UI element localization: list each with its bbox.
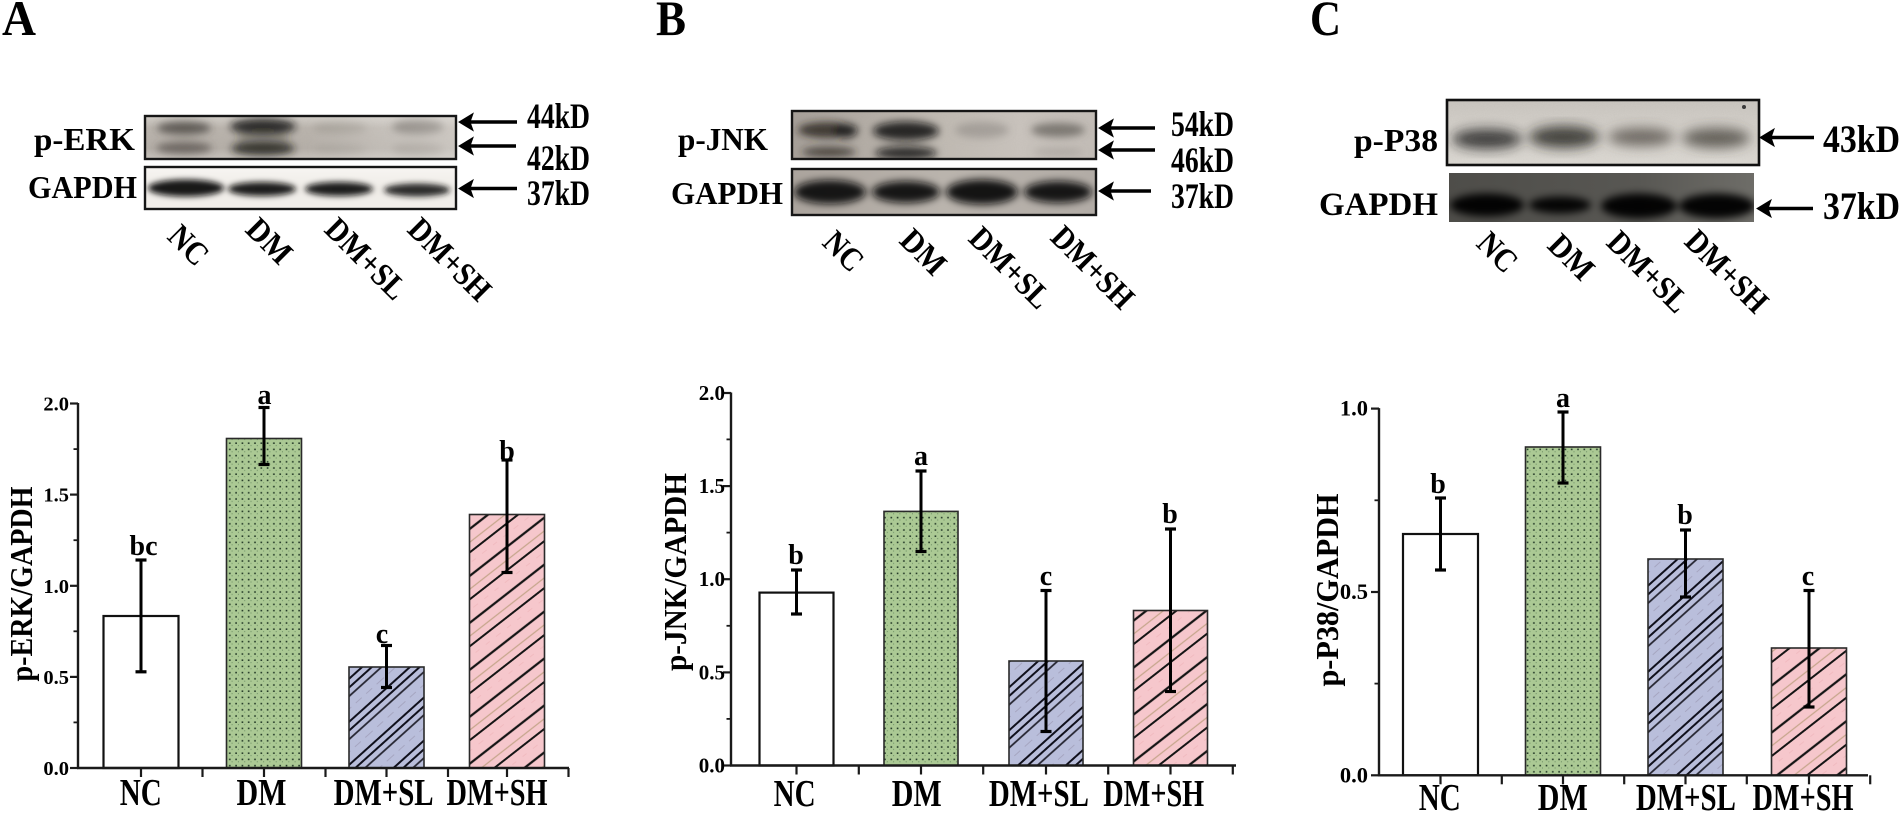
svg-text:C: C <box>1310 0 1341 46</box>
svg-text:DM: DM <box>237 772 287 814</box>
svg-text:0.0: 0.0 <box>699 754 725 778</box>
svg-text:42kD: 42kD <box>527 138 590 178</box>
svg-text:1.0: 1.0 <box>699 567 725 591</box>
svg-text:DM+SL: DM+SL <box>1636 777 1736 814</box>
svg-text:46kD: 46kD <box>1171 140 1234 180</box>
svg-text:b: b <box>788 540 804 571</box>
svg-text:DM+SH: DM+SH <box>1103 773 1204 814</box>
svg-text:37kD: 37kD <box>527 173 590 213</box>
svg-text:2.0: 2.0 <box>43 394 69 416</box>
svg-text:NC: NC <box>1419 777 1461 814</box>
svg-text:p-P38: p-P38 <box>1354 122 1438 158</box>
svg-text:c: c <box>376 619 388 650</box>
svg-text:0.5: 0.5 <box>699 660 725 684</box>
svg-text:1.5: 1.5 <box>43 485 69 507</box>
svg-text:GAPDH: GAPDH <box>1319 187 1438 223</box>
svg-text:p-P38/GAPDH: p-P38/GAPDH <box>1309 493 1345 686</box>
svg-text:GAPDH: GAPDH <box>28 169 137 205</box>
svg-text:0.5: 0.5 <box>43 667 69 689</box>
svg-text:DM+SH: DM+SH <box>1753 777 1854 814</box>
svg-text:b: b <box>1677 500 1693 531</box>
svg-text:B: B <box>656 0 686 46</box>
svg-text:DM+SH: DM+SH <box>447 772 548 814</box>
svg-text:bc: bc <box>130 531 158 562</box>
svg-text:DM+SL: DM+SL <box>334 772 434 814</box>
svg-text:a: a <box>914 441 928 472</box>
svg-text:GAPDH: GAPDH <box>671 175 783 211</box>
svg-text:54kD: 54kD <box>1171 104 1234 144</box>
svg-text:NC: NC <box>120 772 162 814</box>
svg-text:p-JNK: p-JNK <box>678 121 768 157</box>
svg-text:DM+SL: DM+SL <box>989 773 1089 814</box>
svg-text:a: a <box>258 380 272 411</box>
svg-text:p-ERK: p-ERK <box>34 121 135 157</box>
svg-text:c: c <box>1040 561 1052 592</box>
svg-text:b: b <box>1162 499 1178 530</box>
svg-text:p-JNK/GAPDH: p-JNK/GAPDH <box>657 473 693 671</box>
svg-text:NC: NC <box>774 773 816 814</box>
svg-text:0.5: 0.5 <box>1340 579 1368 604</box>
svg-text:DM: DM <box>892 773 942 814</box>
svg-text:37kD: 37kD <box>1171 176 1234 216</box>
svg-text:1.5: 1.5 <box>699 474 725 498</box>
svg-text:0.0: 0.0 <box>1340 762 1368 787</box>
svg-text:44kD: 44kD <box>527 96 590 136</box>
svg-text:b: b <box>499 436 515 467</box>
svg-text:37kD: 37kD <box>1823 185 1900 228</box>
svg-text:A: A <box>2 0 36 46</box>
svg-text:c: c <box>1802 561 1814 592</box>
svg-text:1.0: 1.0 <box>1340 396 1368 421</box>
svg-text:DM: DM <box>1538 777 1588 814</box>
svg-text:43kD: 43kD <box>1823 118 1900 161</box>
svg-text:p-ERK/GAPDH: p-ERK/GAPDH <box>3 486 39 681</box>
svg-text:b: b <box>1430 469 1446 500</box>
svg-text:2.0: 2.0 <box>699 381 725 405</box>
svg-text:a: a <box>1556 383 1570 414</box>
svg-text:1.0: 1.0 <box>43 576 69 598</box>
svg-text:0.0: 0.0 <box>43 758 69 780</box>
